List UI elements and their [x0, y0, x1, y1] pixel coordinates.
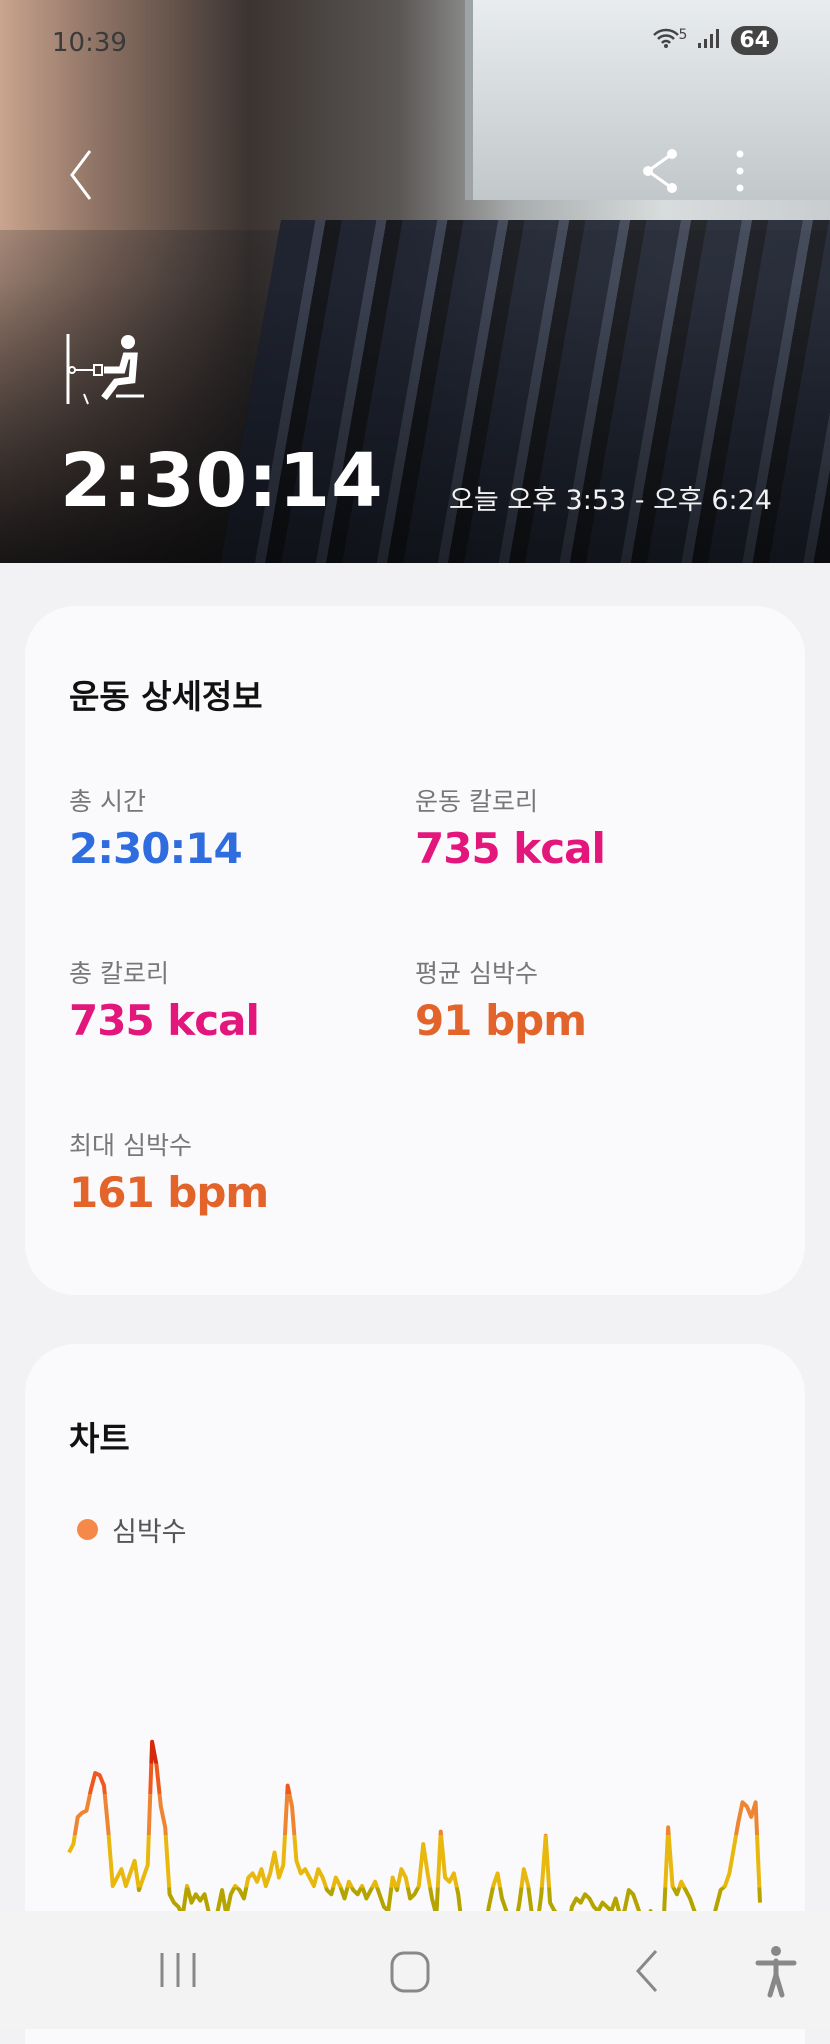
- stat-label: 평균 심박수: [415, 959, 538, 988]
- exercise-details-card: 운동 상세정보 총 시간 2:30:14 운동 칼로리 735 kcal 총 칼…: [25, 606, 805, 1295]
- workout-duration: 2:30:14: [60, 438, 384, 524]
- home-button[interactable]: [380, 1941, 440, 2001]
- accessibility-button[interactable]: [746, 1941, 806, 2001]
- back-button[interactable]: [66, 145, 106, 200]
- network-type: 5: [678, 26, 688, 43]
- share-button[interactable]: [640, 148, 680, 194]
- workout-time-range: 오늘 오후 3:53 - 오후 6:24: [449, 485, 772, 516]
- stat-average-heart-rate: 평균 심박수 91 bpm: [415, 954, 587, 1045]
- stat-max-heart-rate: 최대 심박수 161 bpm: [69, 1126, 269, 1217]
- home-icon: [390, 1951, 430, 1993]
- chart-legend: 심박수: [77, 1510, 187, 1549]
- legend-label: 심박수: [112, 1517, 187, 1548]
- header-hero: 10:39 5 64 2:30:14 오늘 오후 3:53 - 오후 6:24: [0, 0, 830, 563]
- signal-icon: [697, 27, 721, 55]
- system-navigation-bar: [0, 1911, 830, 2029]
- stat-value: 735 kcal: [69, 996, 260, 1045]
- recent-apps-button[interactable]: [148, 1941, 208, 2001]
- stat-label: 총 시간: [69, 787, 146, 816]
- accessibility-icon: [755, 1946, 797, 1998]
- hero-background-dumbbells: [220, 220, 830, 563]
- chart-title: 차트: [69, 1419, 130, 1458]
- share-icon: [643, 149, 677, 193]
- stat-exercise-calories: 운동 칼로리 735 kcal: [415, 782, 606, 873]
- stat-label: 최대 심박수: [69, 1131, 192, 1160]
- wifi-icon: [652, 27, 680, 55]
- back-nav-button[interactable]: [616, 1941, 676, 2001]
- stat-value: 735 kcal: [415, 824, 606, 873]
- hero-shade: [0, 0, 830, 563]
- stat-total-calories: 총 칼로리 735 kcal: [69, 954, 260, 1045]
- stat-total-time: 총 시간 2:30:14: [69, 782, 243, 873]
- stat-label: 운동 칼로리: [415, 787, 538, 816]
- chevron-left-icon: [70, 150, 92, 200]
- stat-value: 161 bpm: [69, 1168, 269, 1217]
- stat-value: 91 bpm: [415, 996, 587, 1045]
- heart-rate-series-line: [67, 1739, 762, 1911]
- more-vertical-icon: [736, 150, 744, 192]
- status-icons: 5 64: [652, 26, 778, 55]
- status-time: 10:39: [52, 28, 127, 58]
- more-options-button[interactable]: [730, 148, 750, 194]
- heart-rate-chart: [67, 1739, 762, 1911]
- recent-apps-icon: [160, 1953, 196, 1987]
- legend-dot: [77, 1519, 98, 1540]
- back-icon: [635, 1949, 658, 1993]
- stat-label: 총 칼로리: [69, 959, 169, 988]
- stat-value: 2:30:14: [69, 824, 243, 873]
- details-title: 운동 상세정보: [69, 677, 263, 716]
- rowing-machine-icon: [64, 330, 148, 408]
- battery-indicator: 64: [731, 26, 778, 55]
